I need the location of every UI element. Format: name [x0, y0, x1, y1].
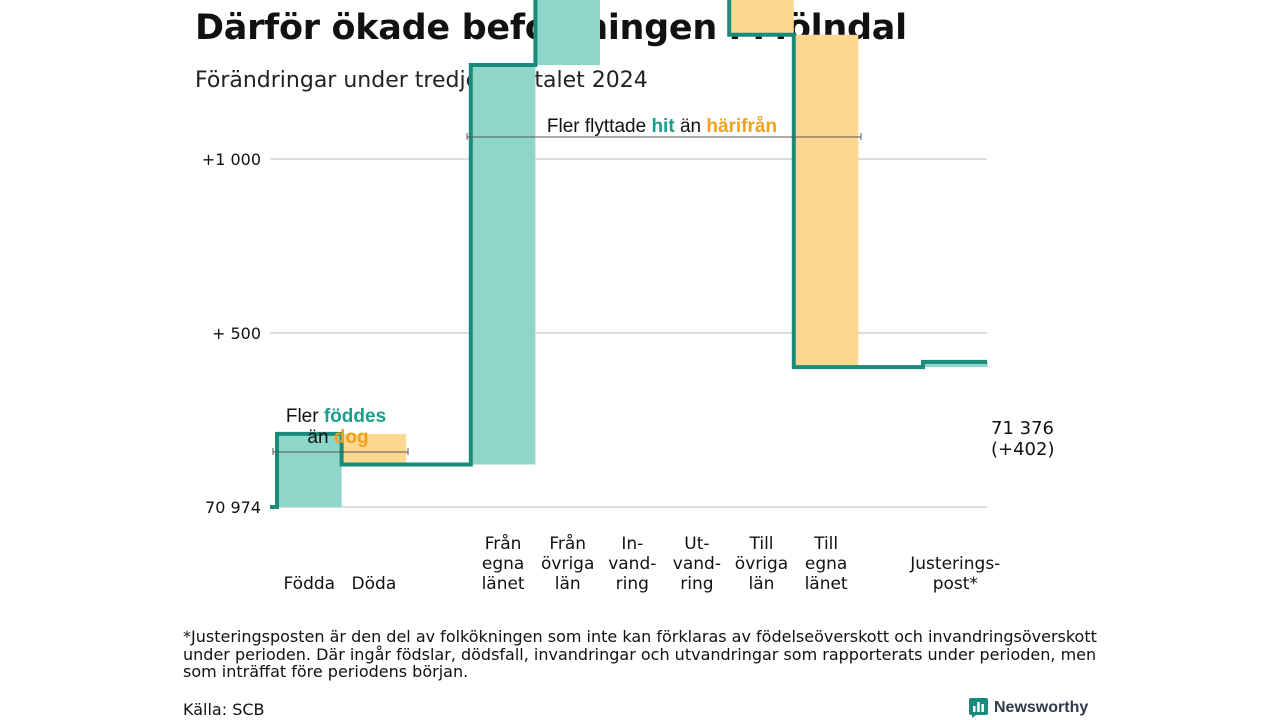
x-tick-label: län	[555, 574, 581, 594]
bar-justerings-post-	[923, 361, 988, 368]
x-axis-labels: Födda DödaFrånegnalänetFrånövrigalänIn-va…	[284, 533, 1001, 594]
x-tick-label: Till	[748, 534, 773, 554]
x-tick-label: ring	[616, 574, 649, 594]
x-tick-label: Från	[485, 533, 522, 554]
source-label: Källa: SCB	[183, 700, 265, 719]
y-tick-label: + 500	[212, 324, 261, 343]
running-total-path	[270, 0, 987, 509]
bars	[277, 0, 988, 507]
x-tick-label: vand-	[608, 554, 656, 574]
x-tick-label: Justerings-	[909, 554, 1000, 574]
x-tick-label: egna	[482, 554, 524, 574]
bar-till-egna-länet	[793, 34, 859, 368]
x-tick-label: egna	[805, 554, 847, 574]
grid-lines	[270, 158, 987, 508]
annotation-migration-strong2: härifrån	[706, 116, 777, 137]
x-tick-label: övriga	[541, 554, 594, 574]
x-tick-label: Ut-	[684, 534, 709, 554]
x-tick-label: post*	[933, 574, 978, 594]
running-total-line	[270, 0, 987, 509]
annotation-birth-strong1: föddes	[324, 406, 386, 427]
bar-till-övriga-län	[729, 0, 794, 35]
y-axis-ticks: 70 974+ 500+1 000+1 500+2 000	[202, 150, 261, 517]
annotation-birth-mid: än	[307, 427, 328, 448]
end-label-change: (+402)	[991, 439, 1054, 460]
annotation-birth-prefix: Fler	[286, 406, 319, 427]
x-tick-label: Döda	[352, 574, 397, 594]
brand-logo: Newsworthy	[969, 697, 1088, 719]
bar-döda	[341, 433, 407, 465]
annotation-migration-prefix: Fler flyttade	[547, 116, 646, 137]
x-tick-label: länet	[482, 574, 525, 594]
bar-chart-icon	[969, 698, 988, 718]
x-tick-label: ring	[680, 574, 713, 594]
bar-födda	[277, 433, 342, 507]
svg-text:än dog: än dog	[307, 427, 368, 448]
end-label: 71 376 (+402)	[991, 418, 1054, 460]
bar-från-övriga-län	[535, 0, 600, 66]
waterfall-chart: 70 974+ 500+1 000+1 500+2 000 FöddaDödaF…	[202, 0, 1054, 594]
x-tick-label: Från	[549, 533, 586, 554]
svg-text:Fler flyttade hit: Fler flyttade hit än härifrån	[547, 116, 777, 137]
end-label-total: 71 376	[991, 418, 1054, 439]
annotation-birth-bracket	[272, 448, 409, 455]
annotation-migration: Fler flyttade hit än härifrån	[466, 116, 862, 140]
annotation-migration-mid: än	[680, 116, 701, 137]
x-tick-label: länet	[805, 574, 848, 594]
chart-subtitle: Förändringar under tredje kvartalet 2024	[195, 68, 648, 93]
x-tick-label: övriga	[735, 554, 788, 574]
x-tick-label: vand-	[673, 554, 721, 574]
x-tick-label: län	[749, 574, 775, 594]
x-tick-label: Födda	[284, 574, 336, 594]
footnote: *Justeringsposten är den del av folkökni…	[183, 627, 1097, 681]
brand-name: Newsworthy	[994, 699, 1089, 716]
bar-från-egna-länet	[470, 65, 536, 465]
svg-text:Fler föddes: Fler föddes	[286, 406, 386, 427]
annotation-birth: Fler föddes än dog	[272, 406, 409, 455]
annotation-migration-bracket	[466, 133, 862, 140]
y-base-label: 70 974	[205, 498, 261, 517]
x-tick-label: In-	[621, 534, 643, 554]
annotation-migration-strong1: hit	[651, 116, 675, 137]
annotation-birth-strong2: dog	[334, 427, 369, 448]
x-tick-label: Till	[813, 534, 838, 554]
y-tick-label: +1 000	[202, 150, 261, 169]
